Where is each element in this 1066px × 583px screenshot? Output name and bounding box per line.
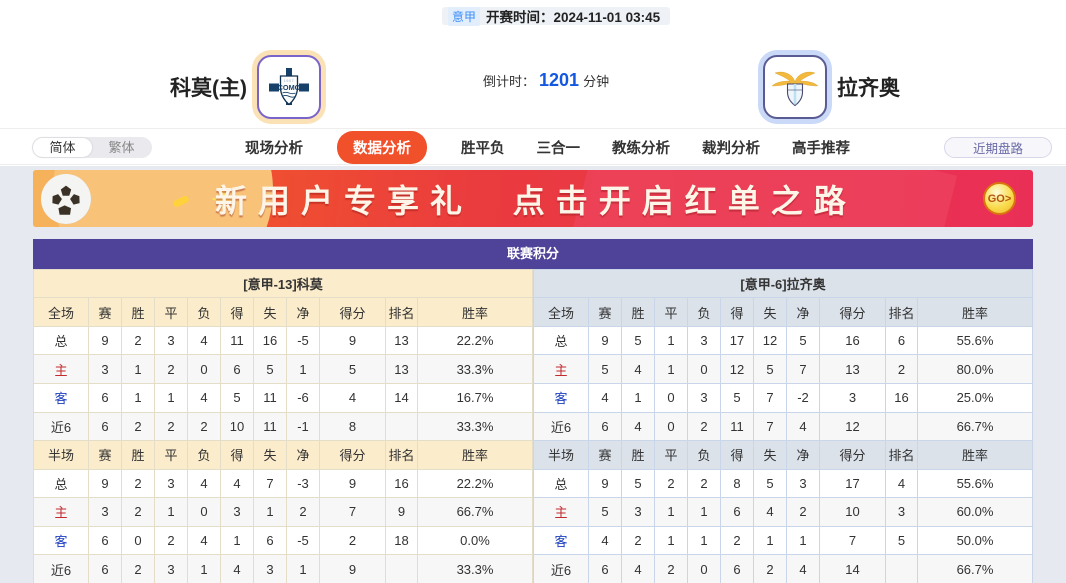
svg-text:COMO: COMO	[278, 83, 301, 92]
